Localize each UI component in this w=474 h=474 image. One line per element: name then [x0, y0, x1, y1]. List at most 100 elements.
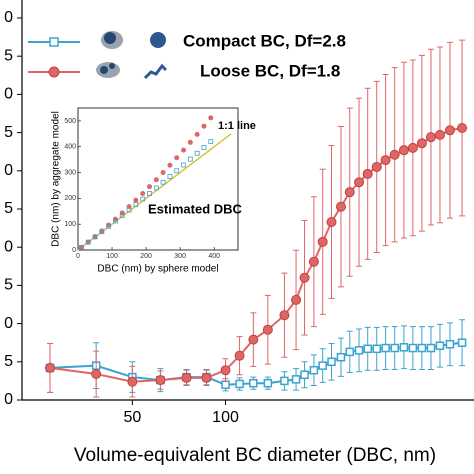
x-tick-label: 300: [174, 253, 186, 260]
y-tick-label: 0: [4, 315, 13, 332]
marker: [363, 344, 372, 354]
marker: [291, 375, 301, 384]
marker: [362, 168, 373, 179]
marker: [309, 365, 319, 375]
x-tick-label: 200: [140, 253, 152, 260]
point: [167, 162, 173, 168]
point: [99, 229, 105, 235]
marker: [249, 378, 258, 388]
marker: [398, 145, 409, 156]
point: [187, 139, 193, 145]
y-tick-label: 400: [64, 144, 76, 151]
legend-marker: [49, 37, 59, 47]
point: [181, 162, 186, 168]
y-tick-label: 5: [4, 277, 13, 294]
marker: [389, 149, 400, 160]
y-tick-label: 200: [64, 195, 76, 202]
y-tick-label: 5: [4, 47, 13, 64]
point: [133, 202, 139, 208]
x-tick-label: 0: [76, 253, 80, 260]
marker: [317, 236, 328, 247]
marker: [344, 187, 355, 198]
marker: [408, 343, 418, 353]
legend-label: Loose BC, Df=1.8: [200, 61, 340, 80]
marker: [407, 142, 418, 153]
point: [167, 174, 173, 179]
point: [181, 147, 187, 153]
point: [174, 168, 180, 174]
annotation: Estimated DBC: [148, 201, 243, 216]
y-axis-label: DBC (nm) by aggregate model: [51, 111, 62, 247]
marker: [221, 380, 230, 389]
marker: [220, 365, 231, 376]
marker: [435, 341, 445, 351]
legend-label: Compact BC, Df=2.8: [183, 31, 346, 50]
marker: [127, 376, 138, 387]
x-axis-label: Volume-equivalent BC diameter (DBC, nm): [74, 445, 436, 466]
point: [79, 245, 84, 250]
marker: [279, 310, 290, 321]
marker: [372, 344, 381, 354]
x-axis-label: DBC (nm) by sphere model: [97, 264, 218, 275]
marker: [300, 370, 309, 380]
marker: [390, 343, 399, 353]
marker: [445, 339, 455, 349]
marker: [381, 343, 390, 353]
point: [146, 184, 152, 190]
point: [201, 123, 207, 129]
point: [153, 177, 159, 183]
marker: [335, 201, 346, 212]
marker: [417, 343, 427, 353]
marker: [45, 362, 56, 373]
y-tick-label: 100: [64, 221, 76, 228]
marker: [234, 350, 245, 361]
marker: [262, 324, 273, 335]
point: [78, 244, 84, 250]
marker: [201, 372, 212, 383]
point: [85, 239, 91, 245]
y-tick-label: 500: [64, 118, 76, 125]
point: [119, 210, 125, 216]
marker: [371, 161, 382, 172]
marker: [91, 369, 102, 380]
marker: [354, 177, 365, 188]
point: [85, 239, 91, 245]
point: [119, 213, 125, 218]
point: [106, 223, 112, 229]
x-tick-label: 50: [123, 409, 141, 426]
point: [113, 218, 118, 224]
marker: [425, 132, 436, 143]
inset-frame: [77, 107, 239, 251]
marker: [426, 343, 436, 353]
point: [126, 207, 132, 213]
marker: [457, 338, 467, 347]
aggregate-icons: [96, 31, 168, 80]
y-tick-label: 5: [4, 124, 13, 141]
point: [201, 144, 207, 150]
y-tick-label: 0: [4, 238, 13, 255]
y-tick-label: 0: [4, 391, 13, 408]
y-tick-label: 300: [64, 169, 76, 176]
marker: [235, 379, 244, 389]
point: [92, 234, 98, 240]
marker: [434, 129, 445, 140]
marker: [336, 352, 346, 362]
point: [133, 197, 139, 203]
point: [106, 222, 112, 228]
marker: [354, 346, 364, 355]
x-tick-label: 400: [208, 253, 220, 260]
marker: [299, 272, 310, 283]
y-tick-label: 0: [72, 247, 76, 254]
y-tick-label: 0: [4, 9, 13, 26]
line-label: 1:1 line: [218, 120, 256, 132]
point: [208, 139, 214, 144]
legend-marker: [48, 66, 60, 78]
y-tick-label: 0: [4, 86, 13, 103]
marker: [416, 138, 427, 149]
marker: [181, 372, 192, 383]
point: [140, 196, 146, 202]
marker: [457, 123, 468, 134]
point: [160, 170, 166, 176]
point: [153, 185, 159, 191]
